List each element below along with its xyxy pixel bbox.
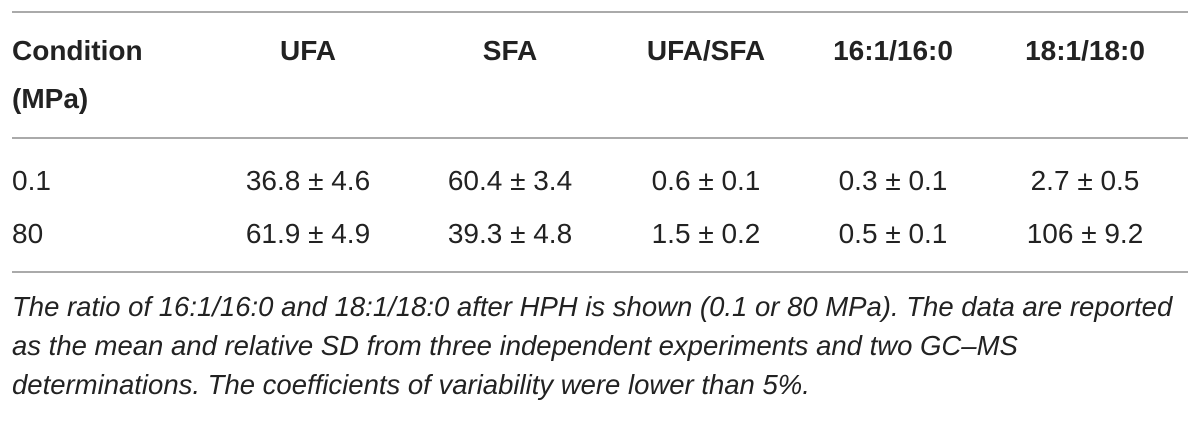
- table-cell: 1.5 ± 0.2: [651, 218, 761, 249]
- column-header: UFA/SFA: [646, 35, 766, 66]
- table-cell: 2.7 ± 0.5: [1030, 165, 1140, 196]
- column-header: 18:1/18:0: [1025, 35, 1145, 66]
- table-cell: 0.6 ± 0.1: [651, 165, 761, 196]
- table-caption: The ratio of 16:1/16:0 and 18:1/18:0 aft…: [12, 291, 1173, 400]
- column-header: UFA: [280, 35, 336, 66]
- bottom-rule: [12, 271, 1188, 273]
- table-cell: 61.9 ± 4.9: [245, 218, 371, 249]
- table-cell: 36.8 ± 4.6: [245, 165, 371, 196]
- table-cell: 106 ± 9.2: [1026, 218, 1144, 249]
- header-rule: [12, 137, 1188, 139]
- table-cell: 0.1: [12, 165, 51, 196]
- column-header: SFA: [482, 35, 538, 66]
- table-cell: 80: [12, 218, 44, 249]
- top-rule: [12, 11, 1188, 13]
- table-cell: 39.3 ± 4.8: [447, 218, 573, 249]
- column-header: 16:1/16:0: [833, 35, 953, 66]
- table-cell: 0.3 ± 0.1: [838, 165, 948, 196]
- table-cell: 60.4 ± 3.4: [447, 165, 573, 196]
- column-header: Condition (MPa): [12, 35, 143, 114]
- table-cell: 0.5 ± 0.1: [838, 218, 948, 249]
